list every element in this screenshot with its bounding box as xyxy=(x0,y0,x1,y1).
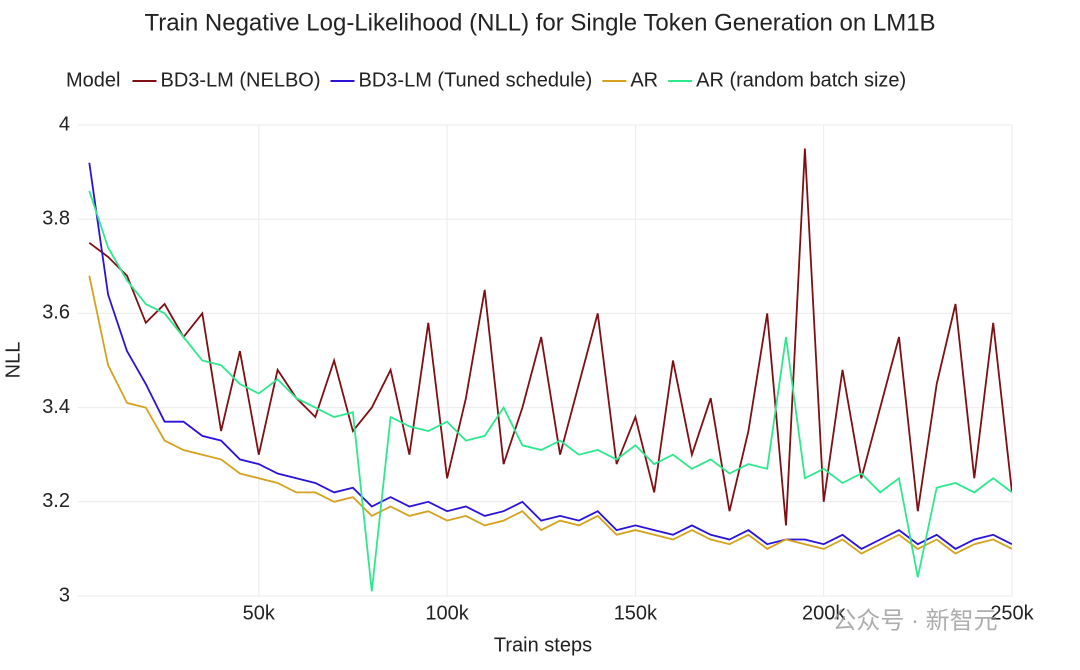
legend-label: BD3-LM (Tuned schedule) xyxy=(359,69,593,91)
series-line xyxy=(88,190,1012,592)
watermark: 公众号 · 新智元 xyxy=(832,607,997,634)
y-tick-label: 3.8 xyxy=(42,207,70,229)
x-tick-label: 100k xyxy=(425,602,469,624)
legend-label: BD3-LM (NELBO) xyxy=(160,69,320,91)
y-tick-label: 3 xyxy=(59,584,70,606)
y-tick-label: 3.6 xyxy=(42,302,70,324)
legend-label: AR xyxy=(630,69,658,91)
y-tick-label: 3.4 xyxy=(42,396,70,418)
x-tick-label: 150k xyxy=(614,602,658,624)
series-line xyxy=(88,275,1012,555)
y-axis-label: NLL xyxy=(2,342,24,379)
plot-area xyxy=(88,148,1012,592)
y-tick-label: 3.2 xyxy=(42,490,70,512)
legend-title: Model xyxy=(66,69,120,91)
chart-title: Train Negative Log-Likelihood (NLL) for … xyxy=(144,9,935,36)
series-line xyxy=(88,162,1012,550)
x-axis-label: Train steps xyxy=(494,634,592,656)
legend: Model BD3-LM (NELBO) BD3-LM (Tuned schedul… xyxy=(66,69,906,91)
x-tick-label: 200k xyxy=(802,602,846,624)
x-tick-label: 250k xyxy=(990,602,1034,624)
series-line xyxy=(88,148,1012,526)
grid: 3 3.2 3.4 3.6 3.8 4 50k 100k 150k 200k 250k xyxy=(42,113,1034,624)
x-tick-label: 50k xyxy=(243,602,276,624)
legend-label: AR (random batch size) xyxy=(696,69,906,91)
y-tick-label: 4 xyxy=(59,113,70,135)
